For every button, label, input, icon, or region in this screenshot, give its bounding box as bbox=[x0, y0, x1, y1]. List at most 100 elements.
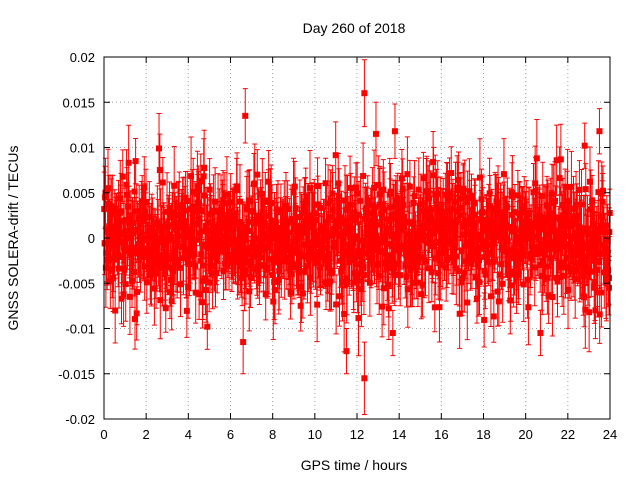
data-point bbox=[236, 247, 243, 254]
data-point bbox=[559, 264, 566, 271]
data-point bbox=[499, 221, 506, 228]
data-point bbox=[193, 221, 200, 228]
data-point bbox=[590, 244, 597, 251]
data-point bbox=[586, 309, 593, 316]
data-point bbox=[597, 249, 604, 256]
data-point bbox=[203, 287, 210, 294]
data-point bbox=[368, 254, 375, 261]
data-point bbox=[168, 233, 175, 240]
x-tick-label: 14 bbox=[392, 427, 406, 442]
data-point bbox=[442, 216, 449, 223]
data-point bbox=[418, 291, 425, 298]
data-point bbox=[174, 257, 181, 264]
data-point bbox=[341, 310, 348, 317]
data-point bbox=[585, 230, 592, 237]
data-point bbox=[558, 259, 565, 266]
data-point bbox=[422, 258, 429, 265]
data-point bbox=[414, 279, 421, 286]
data-point bbox=[304, 262, 311, 269]
data-point bbox=[222, 260, 229, 267]
data-point bbox=[202, 223, 209, 230]
data-point bbox=[101, 240, 108, 247]
data-point bbox=[184, 230, 191, 237]
data-point bbox=[509, 190, 516, 197]
data-point bbox=[189, 203, 196, 210]
data-point bbox=[436, 239, 443, 246]
data-point bbox=[417, 236, 424, 243]
data-point bbox=[387, 188, 394, 195]
data-point bbox=[226, 241, 233, 248]
data-point bbox=[552, 214, 559, 221]
data-point bbox=[131, 269, 138, 276]
data-point bbox=[586, 249, 593, 256]
data-point bbox=[301, 268, 308, 275]
data-point bbox=[457, 195, 464, 202]
data-point bbox=[363, 212, 370, 219]
data-point bbox=[147, 262, 154, 269]
x-tick-label: 16 bbox=[434, 427, 448, 442]
data-point bbox=[581, 229, 588, 236]
data-point bbox=[120, 229, 127, 236]
data-point bbox=[445, 254, 452, 261]
x-tick-label: 24 bbox=[603, 427, 617, 442]
data-point bbox=[268, 199, 275, 206]
data-point bbox=[519, 207, 526, 214]
data-point bbox=[314, 201, 321, 208]
data-point bbox=[259, 190, 266, 197]
data-point bbox=[391, 271, 398, 278]
data-point bbox=[166, 205, 173, 212]
data-point bbox=[322, 180, 329, 187]
data-point bbox=[425, 265, 432, 272]
data-point bbox=[589, 198, 596, 205]
data-point bbox=[246, 288, 253, 295]
data-point bbox=[537, 262, 544, 269]
y-tick-label: -0.02 bbox=[65, 412, 95, 427]
data-point bbox=[524, 221, 531, 228]
data-point bbox=[492, 233, 499, 240]
data-layer bbox=[101, 59, 613, 415]
data-point bbox=[587, 206, 594, 213]
data-point bbox=[390, 211, 397, 218]
data-point bbox=[306, 185, 313, 192]
data-point bbox=[447, 239, 454, 246]
data-point bbox=[485, 258, 492, 265]
data-point bbox=[573, 201, 580, 208]
data-point bbox=[294, 236, 301, 243]
data-point bbox=[372, 130, 379, 137]
data-point bbox=[190, 188, 197, 195]
data-point bbox=[443, 264, 450, 271]
data-point bbox=[376, 272, 383, 279]
data-point bbox=[335, 180, 342, 187]
data-point bbox=[570, 205, 577, 212]
data-point bbox=[508, 268, 515, 275]
data-point bbox=[531, 264, 538, 271]
data-point bbox=[271, 286, 278, 293]
data-point bbox=[107, 278, 114, 285]
data-point bbox=[580, 272, 587, 279]
data-point bbox=[169, 214, 176, 221]
data-point bbox=[168, 297, 175, 304]
data-point bbox=[241, 270, 248, 277]
data-point bbox=[465, 253, 472, 260]
data-point bbox=[339, 263, 346, 270]
data-point bbox=[188, 173, 195, 180]
data-point bbox=[592, 307, 599, 314]
data-point bbox=[177, 281, 184, 288]
data-point bbox=[247, 261, 254, 268]
data-point bbox=[109, 266, 116, 273]
data-point bbox=[326, 214, 333, 221]
data-point bbox=[496, 271, 503, 278]
y-tick-label: 0 bbox=[88, 231, 95, 246]
data-point bbox=[347, 184, 354, 191]
data-point bbox=[299, 290, 306, 297]
data-point bbox=[459, 275, 466, 282]
data-point bbox=[118, 295, 125, 302]
data-point bbox=[345, 223, 352, 230]
data-point bbox=[166, 289, 173, 296]
data-point bbox=[486, 249, 493, 256]
data-point bbox=[357, 197, 364, 204]
data-point bbox=[505, 271, 512, 278]
data-point bbox=[350, 270, 357, 277]
data-point bbox=[105, 256, 112, 263]
data-point bbox=[201, 164, 208, 171]
